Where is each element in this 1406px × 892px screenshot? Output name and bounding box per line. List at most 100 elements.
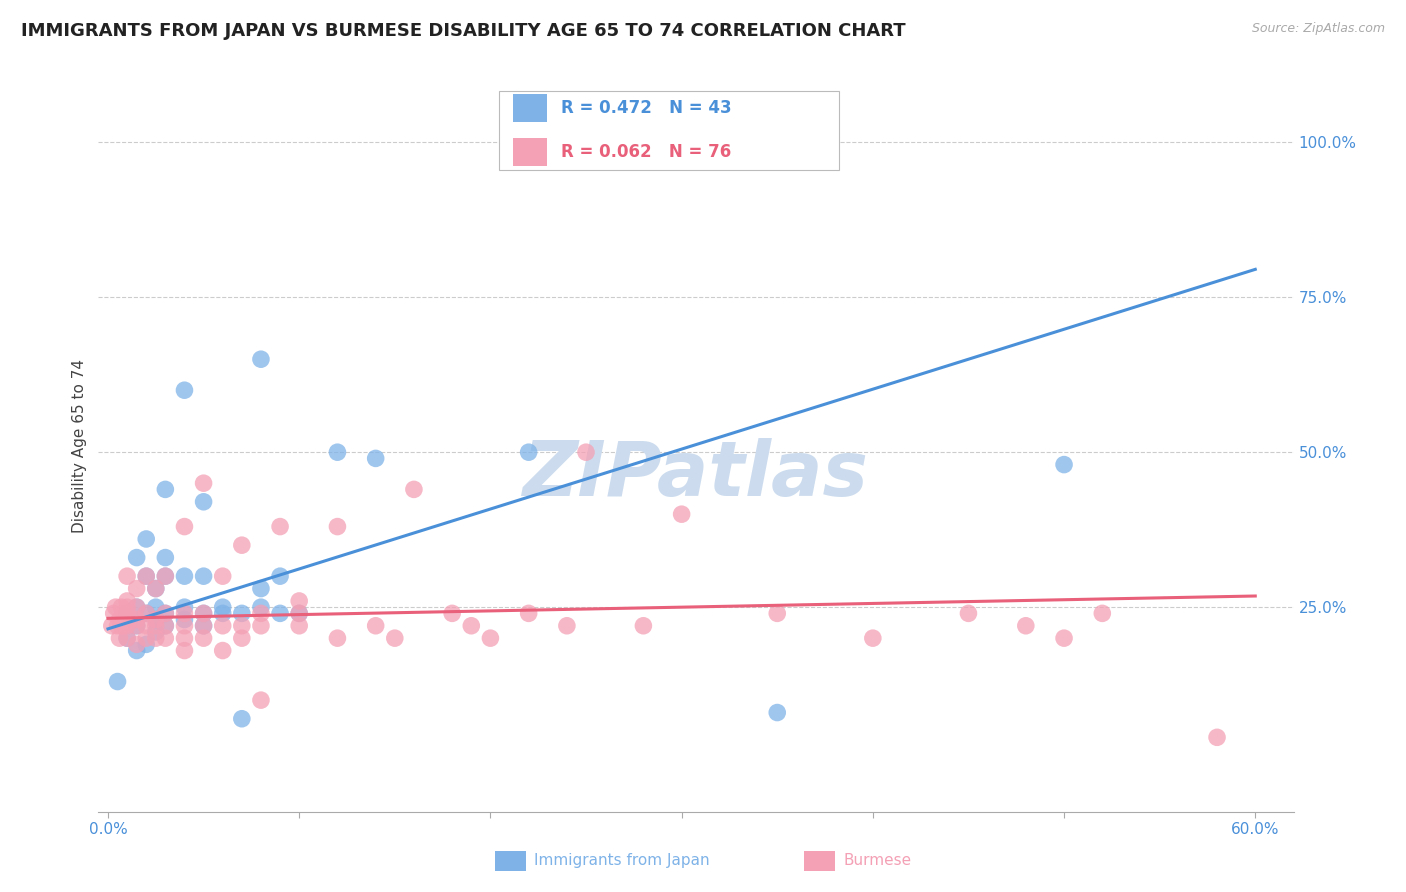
- FancyBboxPatch shape: [513, 138, 547, 166]
- Point: [110, 600, 132, 615]
- Point: [1053, 631, 1076, 645]
- Point: [1015, 619, 1038, 633]
- Point: [460, 619, 482, 633]
- Point: [155, 631, 177, 645]
- Point: [135, 619, 157, 633]
- Y-axis label: Disability Age 65 to 74: Disability Age 65 to 74: [72, 359, 87, 533]
- Point: [115, 569, 138, 583]
- Text: R = 0.062   N = 76: R = 0.062 N = 76: [561, 143, 731, 161]
- Point: [115, 619, 138, 633]
- Point: [250, 582, 273, 596]
- Point: [269, 519, 291, 533]
- Point: [125, 582, 148, 596]
- Point: [115, 600, 138, 615]
- Point: [211, 600, 233, 615]
- Point: [107, 619, 129, 633]
- Point: [135, 569, 157, 583]
- Point: [110, 619, 132, 633]
- Text: IMMIGRANTS FROM JAPAN VS BURMESE DISABILITY AGE 65 TO 74 CORRELATION CHART: IMMIGRANTS FROM JAPAN VS BURMESE DISABIL…: [21, 22, 905, 40]
- Point: [125, 643, 148, 657]
- Point: [115, 594, 138, 608]
- Point: [145, 619, 167, 633]
- FancyBboxPatch shape: [499, 90, 839, 169]
- Point: [125, 600, 148, 615]
- Point: [766, 607, 789, 621]
- Point: [155, 550, 177, 565]
- Point: [193, 569, 215, 583]
- Point: [479, 631, 502, 645]
- Point: [575, 445, 598, 459]
- Point: [193, 495, 215, 509]
- Point: [1091, 607, 1114, 621]
- Point: [107, 674, 129, 689]
- Point: [135, 532, 157, 546]
- Point: [173, 607, 195, 621]
- Point: [250, 600, 273, 615]
- Point: [173, 519, 195, 533]
- Point: [364, 451, 387, 466]
- Point: [231, 631, 253, 645]
- Point: [145, 613, 167, 627]
- Point: [112, 607, 135, 621]
- Point: [517, 445, 540, 459]
- Point: [155, 607, 177, 621]
- Point: [125, 619, 148, 633]
- Point: [145, 582, 167, 596]
- Point: [211, 569, 233, 583]
- Point: [115, 631, 138, 645]
- Point: [957, 607, 980, 621]
- Text: ZIPatlas: ZIPatlas: [523, 438, 869, 512]
- Point: [155, 569, 177, 583]
- Point: [115, 613, 138, 627]
- Point: [115, 631, 138, 645]
- Point: [155, 569, 177, 583]
- Point: [1053, 458, 1076, 472]
- Point: [326, 445, 349, 459]
- Point: [250, 619, 273, 633]
- Point: [145, 613, 167, 627]
- Point: [193, 476, 215, 491]
- Point: [103, 607, 125, 621]
- Point: [193, 607, 215, 621]
- Point: [193, 631, 215, 645]
- Point: [101, 619, 124, 633]
- Point: [115, 607, 138, 621]
- Point: [193, 607, 215, 621]
- Point: [173, 383, 195, 397]
- Text: R = 0.472   N = 43: R = 0.472 N = 43: [561, 99, 731, 117]
- Point: [173, 600, 195, 615]
- Point: [517, 607, 540, 621]
- Point: [211, 619, 233, 633]
- Point: [135, 637, 157, 651]
- Point: [173, 643, 195, 657]
- Point: [250, 607, 273, 621]
- Point: [125, 600, 148, 615]
- Point: [250, 352, 273, 367]
- Point: [671, 507, 693, 521]
- Point: [135, 569, 157, 583]
- Point: [112, 619, 135, 633]
- Point: [441, 607, 464, 621]
- Point: [326, 519, 349, 533]
- Point: [104, 600, 127, 615]
- Point: [269, 607, 291, 621]
- Point: [155, 607, 177, 621]
- Point: [211, 607, 233, 621]
- Point: [135, 631, 157, 645]
- Point: [288, 607, 311, 621]
- Point: [135, 607, 157, 621]
- Point: [173, 613, 195, 627]
- Point: [125, 619, 148, 633]
- Point: [326, 631, 349, 645]
- Point: [145, 582, 167, 596]
- Point: [155, 619, 177, 633]
- Point: [766, 706, 789, 720]
- Point: [364, 619, 387, 633]
- Point: [555, 619, 578, 633]
- Point: [155, 619, 177, 633]
- Point: [145, 631, 167, 645]
- Text: Burmese: Burmese: [844, 854, 911, 868]
- Point: [135, 607, 157, 621]
- Point: [231, 619, 253, 633]
- FancyBboxPatch shape: [513, 95, 547, 122]
